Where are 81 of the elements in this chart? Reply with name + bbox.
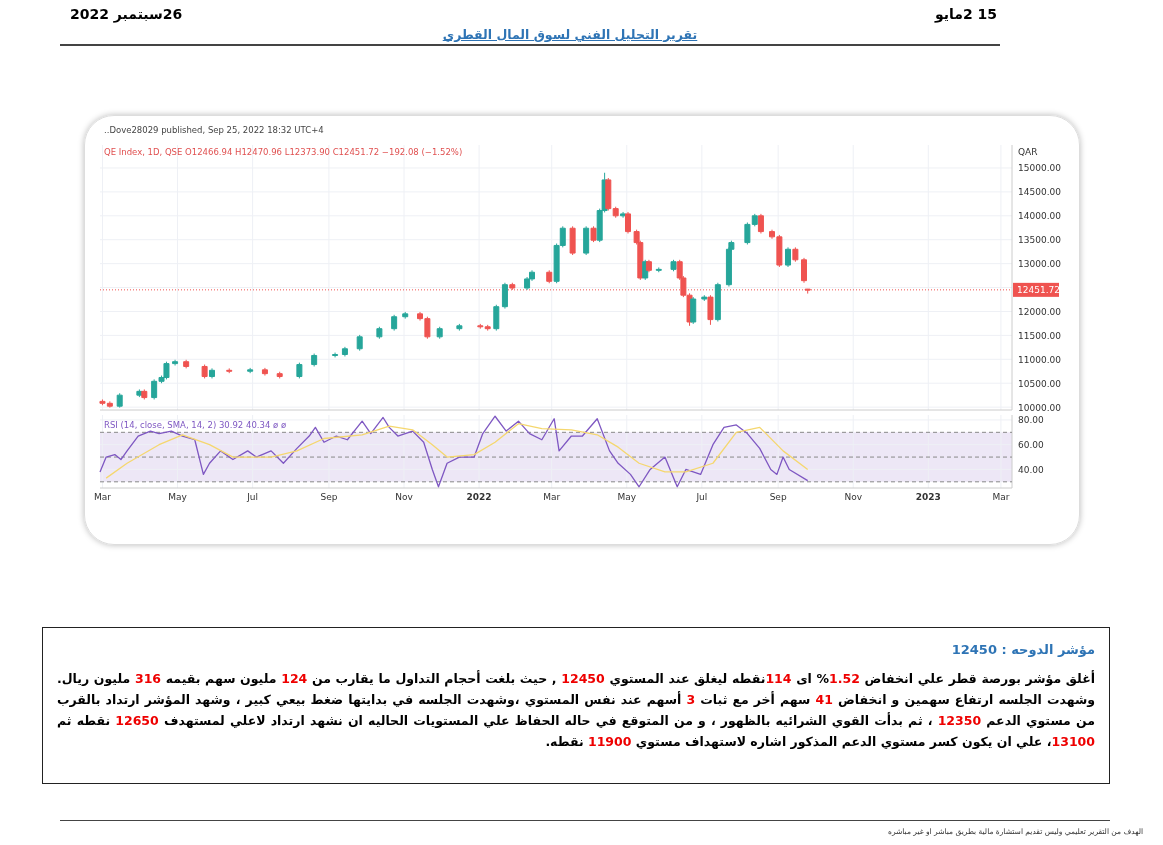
- candlestick: [605, 177, 612, 212]
- text: RSI (14, close, SMA, 14, 2) 30.92 40.34 ø ø: [104, 420, 287, 430]
- candlestick: [436, 326, 443, 340]
- y-tick-label: 12000.00: [1018, 306, 1062, 317]
- y-axis-title: QAR: [1018, 147, 1038, 157]
- y-tick-label: 15000.00: [1018, 163, 1062, 174]
- candlestick: [757, 213, 764, 234]
- candlestick: [172, 359, 179, 367]
- x-tick-label: Mar: [543, 492, 561, 502]
- candlestick: [116, 392, 123, 409]
- y-tick-label: 11000.00: [1018, 354, 1062, 365]
- text: مؤشر الدوحه : 12450: [951, 642, 1095, 657]
- y-tick-label: 10500.00: [1018, 378, 1062, 389]
- candlestick: [714, 282, 721, 323]
- candlestick: [391, 314, 398, 332]
- candlestick: [655, 266, 662, 273]
- x-tick-label: Jul: [246, 492, 259, 502]
- y-tick-label: 13000.00: [1018, 259, 1062, 270]
- x-tick-label: May: [617, 492, 637, 502]
- candlestick: [261, 367, 268, 377]
- candlestick: [332, 352, 339, 358]
- x-tick-label: 2023: [915, 492, 941, 502]
- x-tick-label: Sep: [769, 492, 787, 502]
- candlestick: [493, 304, 500, 332]
- line-series: [105, 423, 809, 479]
- y-tick-label: 14000.00: [1018, 211, 1062, 222]
- candlestick: [707, 294, 714, 326]
- ref-line-label: 12451.72: [1017, 285, 1060, 296]
- x-tick-label: Mar: [93, 492, 112, 502]
- candlestick: [620, 211, 627, 219]
- candlestick: [226, 367, 233, 374]
- candlestick: [141, 388, 148, 400]
- candlestick: [785, 246, 791, 268]
- annotation: QE Index, 1D, QSE O12466.94 H12470.96 L12373.90 C12451.72 −192.08 (−1.52%): [104, 147, 463, 157]
- candlestick: [402, 311, 409, 320]
- candlestick: [801, 257, 807, 284]
- candlestick: [612, 206, 619, 219]
- x-tick-label: May: [168, 492, 188, 502]
- text: ..Dove28029 published, Sep 25, 2022 18:32 UTC+4: [104, 125, 324, 135]
- line-series: [99, 415, 809, 488]
- y-tick-label: 60.00: [1018, 440, 1045, 451]
- y-tick-label: 14500.00: [1018, 187, 1062, 198]
- candlestick: [456, 323, 463, 332]
- candlestick: [645, 259, 652, 273]
- candlestick: [701, 294, 708, 302]
- text: 26سبتمبر 2022: [70, 6, 183, 22]
- x-tick-label: Mar: [992, 492, 1010, 502]
- candlestick: [356, 334, 363, 352]
- candlestick: [477, 323, 484, 330]
- candlestick: [136, 388, 143, 398]
- candlestick: [546, 269, 553, 284]
- candlestick: [792, 246, 799, 263]
- y-tick-label: 11500.00: [1018, 330, 1062, 341]
- x-tick-label: Sep: [320, 492, 338, 502]
- candlestick: [311, 353, 318, 367]
- candlestick: [670, 259, 677, 272]
- x-tick-label: Nov: [844, 492, 863, 502]
- candlestick: [296, 362, 303, 379]
- candlestick: [501, 282, 508, 310]
- candlestick: [569, 225, 576, 256]
- candlestick: [201, 364, 208, 379]
- candlestick: [590, 225, 597, 243]
- candlestick: [690, 296, 697, 325]
- chart-title: تقرير التحليل الفني لسوق المال القطري: [441, 27, 699, 42]
- candlestick: [625, 211, 631, 234]
- candlestick: [247, 367, 254, 374]
- candlestick: [341, 346, 348, 357]
- x-tick-label: 2022: [466, 492, 492, 502]
- y-tick-label: 40.00: [1018, 464, 1045, 475]
- y-tick-label: 80.00: [1018, 415, 1045, 426]
- text: 15 2مايو: [935, 6, 998, 22]
- x-tick-label: Jul: [695, 492, 708, 502]
- candlestick: [583, 225, 590, 256]
- candlestick: [484, 324, 491, 332]
- candlestick: [276, 371, 283, 379]
- candlestick: [209, 367, 215, 379]
- y-tick-label: 13500.00: [1018, 235, 1062, 246]
- candlestick: [183, 359, 190, 369]
- candlestick: [376, 326, 383, 340]
- y-tick-label: 10000.00: [1018, 402, 1062, 413]
- x-tick-label: Nov: [395, 492, 414, 502]
